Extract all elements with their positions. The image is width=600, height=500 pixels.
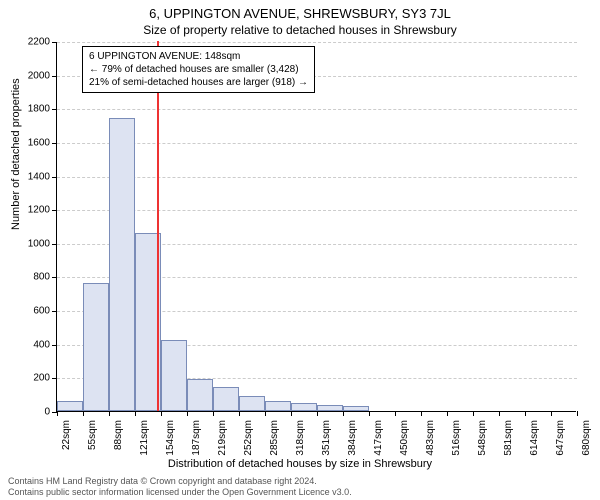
xtick-label: 581sqm <box>503 420 514 456</box>
ytick-label: 0 <box>10 407 50 418</box>
xtick-label: 121sqm <box>139 420 150 456</box>
xtick-label: 187sqm <box>191 420 202 456</box>
xtick-mark <box>317 411 318 416</box>
chart-title: 6, UPPINGTON AVENUE, SHREWSBURY, SY3 7JL <box>0 0 600 21</box>
xtick-mark <box>135 411 136 416</box>
ytick-label: 800 <box>10 272 50 283</box>
histogram-bar <box>213 387 238 411</box>
xtick-label: 647sqm <box>555 420 566 456</box>
ytick-label: 1600 <box>10 137 50 148</box>
ytick-label: 2000 <box>10 70 50 81</box>
xtick-label: 680sqm <box>581 420 592 456</box>
ytick-label: 200 <box>10 373 50 384</box>
plot-region: 0200400600800100012001400160018002000220… <box>56 42 576 412</box>
gridline <box>57 143 577 144</box>
xtick-label: 219sqm <box>217 420 228 456</box>
footer-line2: Contains public sector information licen… <box>8 487 352 498</box>
ytick-label: 2200 <box>10 37 50 48</box>
xtick-mark <box>161 411 162 416</box>
ytick-mark <box>52 244 57 245</box>
xtick-label: 548sqm <box>477 420 488 456</box>
xtick-mark <box>577 411 578 416</box>
histogram-bar <box>291 403 316 411</box>
xtick-mark <box>499 411 500 416</box>
histogram-bar <box>239 396 264 411</box>
ytick-mark <box>52 177 57 178</box>
histogram-bar <box>83 283 108 411</box>
xtick-label: 285sqm <box>269 420 280 456</box>
annotation-line1: 6 UPPINGTON AVENUE: 148sqm <box>89 50 308 63</box>
xtick-mark <box>473 411 474 416</box>
ytick-mark <box>52 345 57 346</box>
xtick-label: 88sqm <box>113 420 124 450</box>
xtick-label: 450sqm <box>399 420 410 456</box>
ytick-label: 1400 <box>10 171 50 182</box>
gridline <box>57 177 577 178</box>
xtick-label: 516sqm <box>451 420 462 456</box>
annotation-line2: ← 79% of detached houses are smaller (3,… <box>89 63 308 76</box>
ytick-mark <box>52 311 57 312</box>
property-marker-line <box>157 41 159 411</box>
chart-subtitle: Size of property relative to detached ho… <box>0 21 600 37</box>
annotation-box: 6 UPPINGTON AVENUE: 148sqm ← 79% of deta… <box>82 46 315 93</box>
histogram-bar <box>161 340 186 411</box>
xtick-mark <box>525 411 526 416</box>
xtick-mark <box>83 411 84 416</box>
xtick-mark <box>187 411 188 416</box>
xtick-mark <box>265 411 266 416</box>
xtick-mark <box>109 411 110 416</box>
ytick-label: 400 <box>10 339 50 350</box>
xtick-mark <box>551 411 552 416</box>
ytick-mark <box>52 277 57 278</box>
xtick-label: 483sqm <box>425 420 436 456</box>
footer-line1: Contains HM Land Registry data © Crown c… <box>8 476 352 487</box>
ytick-mark <box>52 143 57 144</box>
xtick-label: 22sqm <box>61 420 72 450</box>
ytick-mark <box>52 378 57 379</box>
ytick-label: 600 <box>10 306 50 317</box>
xtick-label: 154sqm <box>165 420 176 456</box>
gridline <box>57 42 577 43</box>
xtick-mark <box>395 411 396 416</box>
xtick-mark <box>57 411 58 416</box>
xtick-label: 417sqm <box>373 420 384 456</box>
histogram-bar <box>109 118 134 411</box>
ytick-mark <box>52 109 57 110</box>
chart-area: 0200400600800100012001400160018002000220… <box>56 42 576 412</box>
xtick-label: 55sqm <box>87 420 98 450</box>
ytick-label: 1800 <box>10 104 50 115</box>
xtick-label: 252sqm <box>243 420 254 456</box>
xtick-mark <box>421 411 422 416</box>
xtick-mark <box>447 411 448 416</box>
histogram-bar <box>317 405 342 411</box>
gridline <box>57 109 577 110</box>
ytick-mark <box>52 76 57 77</box>
histogram-bar <box>187 379 212 411</box>
xtick-label: 614sqm <box>529 420 540 456</box>
ytick-mark <box>52 42 57 43</box>
xtick-mark <box>291 411 292 416</box>
xtick-mark <box>213 411 214 416</box>
annotation-line3: 21% of semi-detached houses are larger (… <box>89 76 308 89</box>
ytick-mark <box>52 210 57 211</box>
xtick-mark <box>343 411 344 416</box>
xtick-label: 384sqm <box>347 420 358 456</box>
gridline <box>57 210 577 211</box>
histogram-bar <box>265 401 290 411</box>
xtick-mark <box>369 411 370 416</box>
histogram-bar <box>57 401 82 411</box>
x-axis-label: Distribution of detached houses by size … <box>0 458 600 470</box>
footer-credits: Contains HM Land Registry data © Crown c… <box>8 476 352 498</box>
xtick-mark <box>239 411 240 416</box>
xtick-label: 318sqm <box>295 420 306 456</box>
ytick-label: 1000 <box>10 238 50 249</box>
ytick-label: 1200 <box>10 205 50 216</box>
histogram-bar <box>343 406 368 411</box>
xtick-label: 351sqm <box>321 420 332 456</box>
